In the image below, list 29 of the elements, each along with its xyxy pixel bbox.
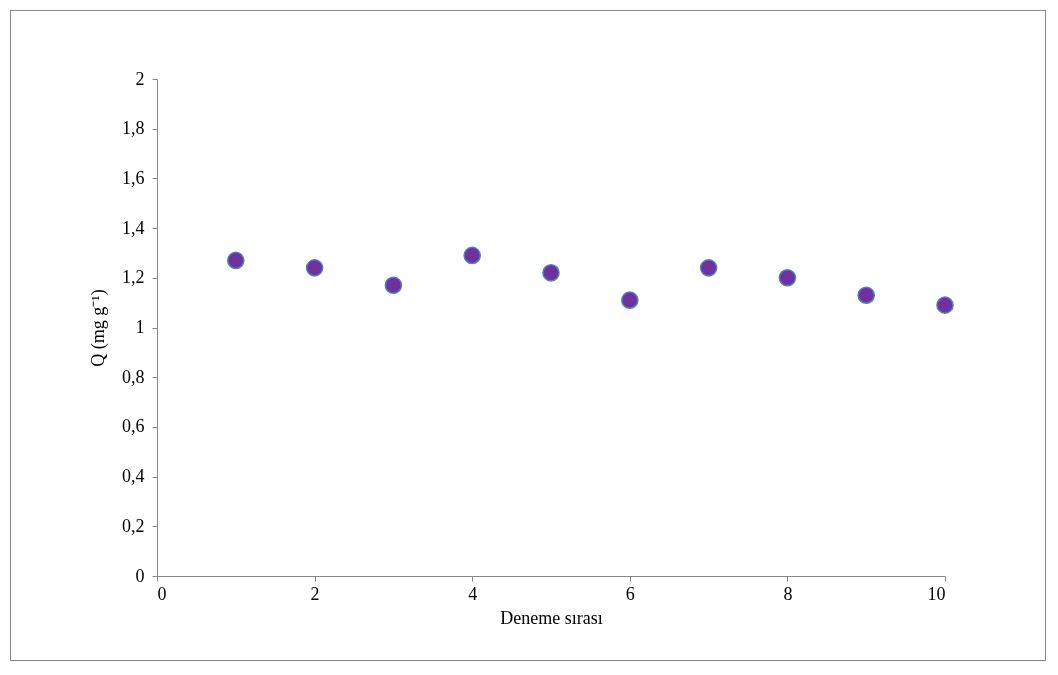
y-tick-label: 1 bbox=[135, 317, 145, 337]
y-tick-label: 0,2 bbox=[122, 515, 145, 536]
y-tick-label: 0 bbox=[135, 565, 145, 586]
y-axis-title: Q (mg g⁻¹) bbox=[88, 289, 109, 367]
point bbox=[384, 276, 403, 295]
y-tick-label: 1,4 bbox=[122, 217, 145, 238]
x-tick-label: 2 bbox=[310, 583, 320, 604]
y-tick-label: 1,8 bbox=[122, 118, 145, 139]
point bbox=[226, 251, 245, 270]
x-tick-label: 6 bbox=[625, 583, 635, 604]
y-tick-label: 1,6 bbox=[122, 167, 145, 188]
point bbox=[620, 291, 639, 309]
point bbox=[778, 269, 797, 287]
point bbox=[305, 259, 324, 277]
y-tick-label: 0,4 bbox=[122, 466, 145, 487]
x-tick-label: 8 bbox=[783, 583, 793, 604]
point bbox=[463, 246, 482, 265]
x-axis-title: Deneme sırası bbox=[500, 607, 603, 628]
x-tick-label: 10 bbox=[927, 583, 946, 604]
point bbox=[542, 264, 560, 282]
point bbox=[936, 296, 954, 314]
point bbox=[699, 259, 718, 277]
y-tick-label: 2 bbox=[135, 68, 145, 89]
x-tick-label: 0 bbox=[157, 583, 167, 604]
y-tick-label: 0,6 bbox=[122, 416, 145, 437]
x-tick-label: 4 bbox=[468, 583, 478, 604]
y-tick-label: 1,2 bbox=[122, 267, 145, 288]
point bbox=[857, 286, 876, 304]
y-tick-label: 0,8 bbox=[122, 366, 145, 387]
